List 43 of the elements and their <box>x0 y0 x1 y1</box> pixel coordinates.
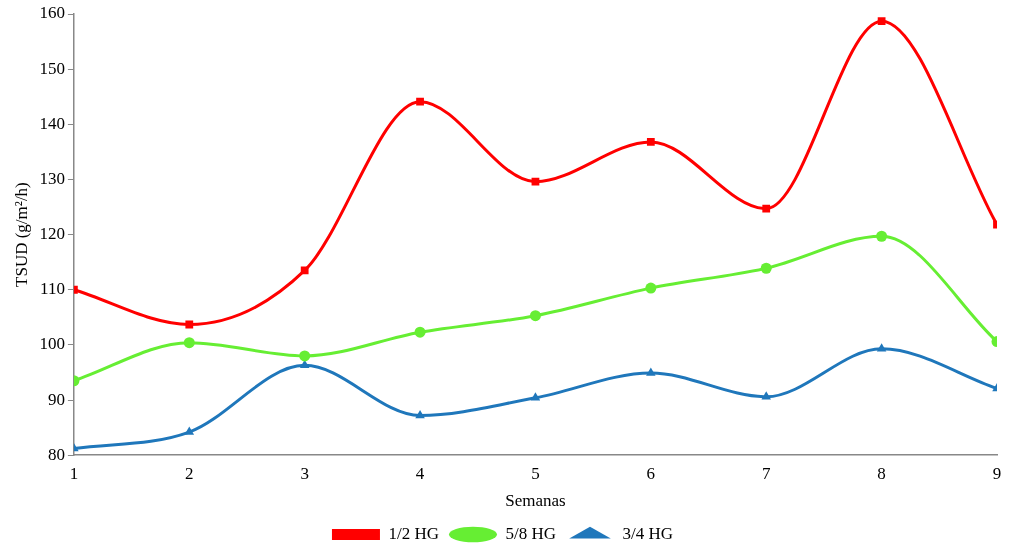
point <box>185 320 194 329</box>
point <box>414 326 426 338</box>
point <box>299 350 311 362</box>
legend-label: 1/2 HG <box>388 523 439 543</box>
point <box>529 310 541 322</box>
point <box>416 97 424 106</box>
point <box>530 392 541 401</box>
point <box>645 282 657 294</box>
point <box>183 337 195 349</box>
point <box>760 262 772 274</box>
legend-label: 5/8 HG <box>505 523 557 543</box>
x-tick-label: 1 <box>69 463 79 483</box>
point <box>877 17 886 26</box>
x-tick-label: 7 <box>761 463 771 483</box>
point <box>300 266 309 275</box>
y-tick-label: 160 <box>39 3 65 23</box>
point <box>184 426 195 435</box>
point <box>876 230 888 242</box>
point <box>531 177 540 186</box>
y-tick-label: 100 <box>39 334 65 354</box>
y-tick-label: 130 <box>39 168 65 188</box>
y-tick-label: 90 <box>47 389 65 409</box>
x-axis-title: Semanas <box>505 491 566 511</box>
y-tick-label: 140 <box>39 113 65 133</box>
point <box>876 343 887 352</box>
y-tick-label: 110 <box>40 279 65 299</box>
point <box>646 138 655 146</box>
y-tick-label: 80 <box>47 444 65 464</box>
y-axis-title: TSUD (g/m²/h) <box>11 182 31 287</box>
x-tick-label: 9 <box>992 463 1002 483</box>
y-tick-label: 150 <box>39 58 65 78</box>
x-tick-label: 5 <box>531 463 540 483</box>
x-tick-label: 4 <box>415 463 425 483</box>
point <box>415 409 425 419</box>
x-tick-label: 8 <box>877 463 886 483</box>
x-tick-label: 3 <box>300 463 309 483</box>
point <box>646 367 656 376</box>
point <box>762 204 771 213</box>
x-tick-label: 6 <box>646 463 656 483</box>
x-tick-label: 2 <box>185 463 194 483</box>
point <box>761 391 771 400</box>
y-tick-label: 120 <box>39 224 65 244</box>
legend-label: 3/4 HG <box>622 523 674 543</box>
